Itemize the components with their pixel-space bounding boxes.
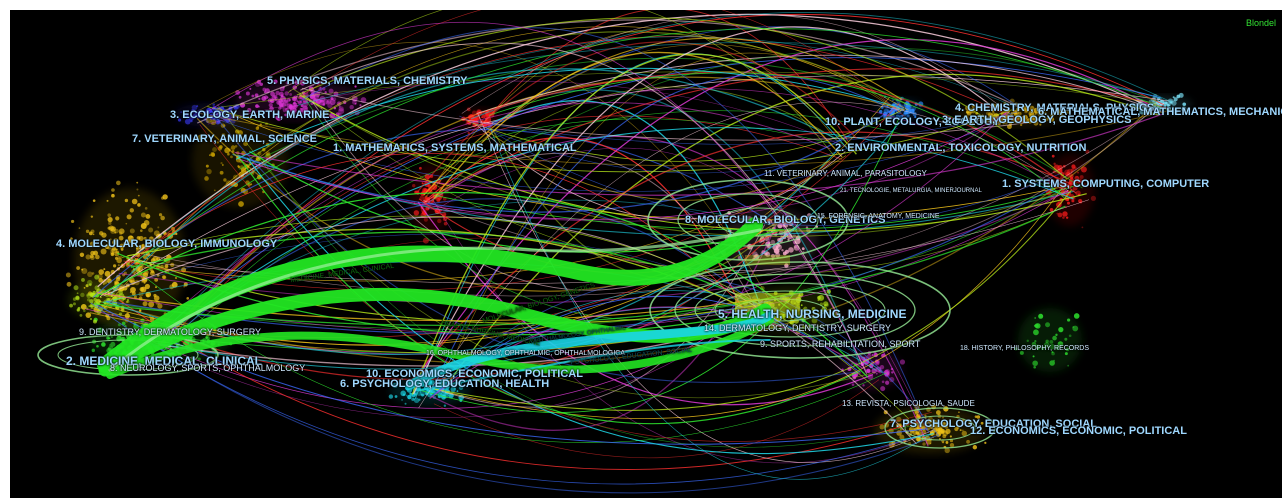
right-cluster-label: 10. PLANT, ECOLOGY, ZOOLOGY — [825, 116, 1000, 128]
right-cluster-label: 1. SYSTEMS, COMPUTING, COMPUTER — [1002, 178, 1210, 190]
cluster-ellipses — [37, 179, 996, 449]
right-cluster-label: 4. CHEMISTRY, MATERIALS, PHYSICS — [955, 102, 1155, 114]
left-cluster-label: 6. PSYCHOLOGY, EDUCATION, HEALTH — [340, 378, 550, 390]
right-cluster-label: 15. FORENSIC, ANATOMY, MEDICINE — [817, 213, 940, 220]
overlay-network — [37, 10, 1192, 494]
left-cluster-label: 5. PHYSICS, MATERIALS, CHEMISTRY — [267, 75, 468, 87]
right-cluster-label: 14. DERMATOLOGY, DENTISTRY, SURGERY — [704, 323, 892, 333]
right-cluster-label: 11. VETERINARY, ANIMAL, PARASITOLOGY — [764, 169, 927, 178]
main-citation-flows — [97, 217, 775, 391]
right-cluster-label: 2. ENVIRONMENTAL, TOXICOLOGY, NUTRITION — [835, 142, 1087, 154]
right-cluster-label: 3. EARTH, GEOLOGY, GEOPHYSICS — [942, 114, 1132, 126]
left-cluster-label: 4. MOLECULAR, BIOLOGY, IMMUNOLOGY — [56, 238, 278, 250]
right-cluster-label: 6. MATHEMATICAL, MATHEMATICS, MECHANICS — [1038, 106, 1282, 118]
left-cluster-label: 7. VETERINARY, ANIMAL, SCIENCE — [132, 133, 317, 145]
right-cluster-label: 5. HEALTH, NURSING, MEDICINE — [718, 307, 907, 321]
right-cluster-label: 18. HISTORY, PHILOSOPHY, RECORDS — [960, 345, 1090, 352]
right-cluster-label: 8. MOLECULAR, BIOLOGY, GENETICS — [685, 214, 886, 226]
right-cluster-label: 12. ECONOMICS, ECONOMIC, POLITICAL — [970, 425, 1187, 437]
left-cluster-label: 16. OPHTHALMOLOGY, OPHTHALMIC, OPHTHALMO… — [426, 350, 626, 357]
left-cluster-label: 9. DENTISTRY, DERMATOLOGY, SURGERY — [79, 327, 262, 337]
map-canvas: Blondel 5. PHYSICS, MATERIALS, CHEMISTRY… — [10, 10, 1282, 498]
left-cluster-label: 1. MATHEMATICS, SYSTEMS, MATHEMATICAL — [333, 142, 577, 154]
right-cluster-label: 13. REVISTA, PSICOLOGIA, SAUDE — [842, 399, 975, 408]
right-cluster-label: 9. SPORTS, REHABILITATION, SPORT — [760, 339, 921, 349]
left-cluster-label: 3. ECOLOGY, EARTH, MARINE — [170, 109, 330, 121]
right-cluster-label: 7. PSYCHOLOGY, EDUCATION, SOCIAL — [890, 418, 1097, 430]
algorithm-tag: Blondel — [1245, 18, 1276, 28]
right-cluster-label: 21. TECNOLOGIE, METALURGIA, MINERJOURNAL — [840, 188, 982, 194]
left-cluster-label: 2. MEDICINE, MEDICAL, CLINICAL — [66, 354, 263, 368]
left-cluster-label: 10. ECONOMICS, ECONOMIC, POLITICAL — [366, 368, 583, 380]
left-cluster-label: 8. NEUROLOGY, SPORTS, OPHTHALMOLOGY — [110, 363, 306, 373]
